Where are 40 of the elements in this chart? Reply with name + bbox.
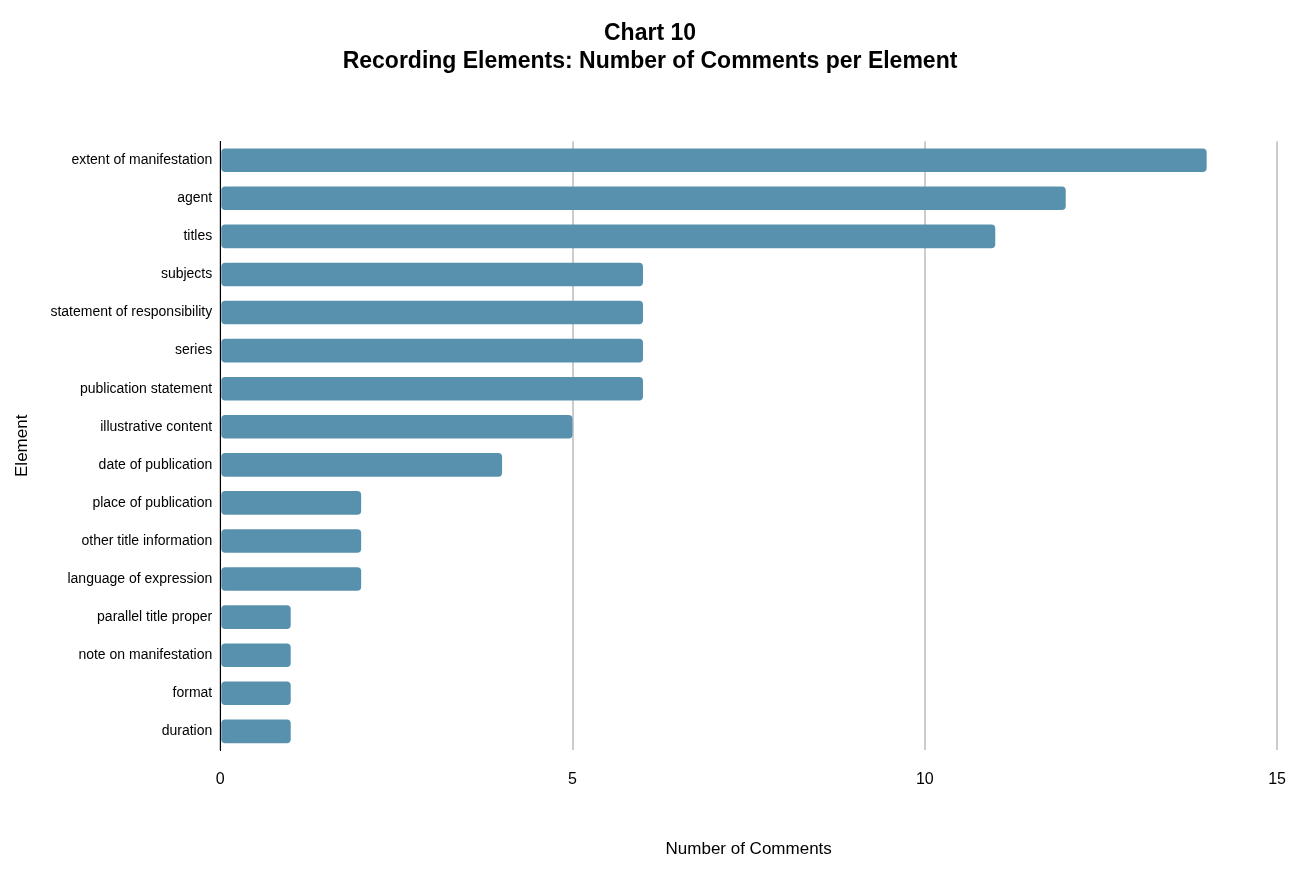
y-tick-label: agent — [177, 189, 213, 206]
text: Chart 10 — [603, 19, 697, 46]
bar — [221, 719, 291, 744]
bar — [221, 529, 362, 553]
y-tick-label: format — [172, 684, 213, 701]
bar — [221, 186, 1066, 211]
y-tick-label: date of publication — [98, 455, 213, 472]
bar — [221, 300, 643, 325]
y-tick-label: illustrative content — [100, 417, 213, 434]
x-tick-label: 15 — [1268, 770, 1287, 788]
x-tick-label: 0 — [215, 770, 225, 788]
bar — [221, 605, 291, 629]
y-tick-label: titles — [183, 227, 213, 244]
bar — [221, 491, 362, 515]
y-tick-label: language of expression — [67, 569, 213, 586]
y-tick-label: place of publication — [92, 493, 213, 510]
bar — [221, 224, 996, 249]
y-tick-label: publication statement — [79, 379, 213, 396]
y-tick-label: parallel title proper — [97, 608, 213, 624]
bar — [221, 376, 643, 401]
x-tick-label: 10 — [915, 770, 934, 788]
y-tick-label: other title information — [81, 531, 213, 548]
text: Recording Elements: Number of Comments per Element — [342, 46, 958, 73]
y-tick-label: subjects — [160, 265, 213, 282]
y-tick-label: series — [174, 341, 213, 358]
bar — [221, 148, 1207, 173]
bar — [221, 262, 643, 287]
x-tick-label: 5 — [568, 770, 578, 788]
y-tick-label: extent of manifestation — [71, 151, 213, 168]
bar — [221, 643, 291, 668]
y-tick-label: statement of responsibility — [50, 303, 213, 320]
bar — [221, 453, 503, 477]
bar — [221, 338, 643, 363]
y-axis-title: Element — [11, 414, 31, 477]
bar — [221, 414, 573, 439]
bar — [221, 567, 362, 591]
x-axis-title: Number of Comments — [665, 839, 832, 859]
y-tick-label: note on manifestation — [78, 646, 213, 663]
bar — [221, 681, 291, 706]
y-tick-label: duration — [161, 722, 213, 739]
